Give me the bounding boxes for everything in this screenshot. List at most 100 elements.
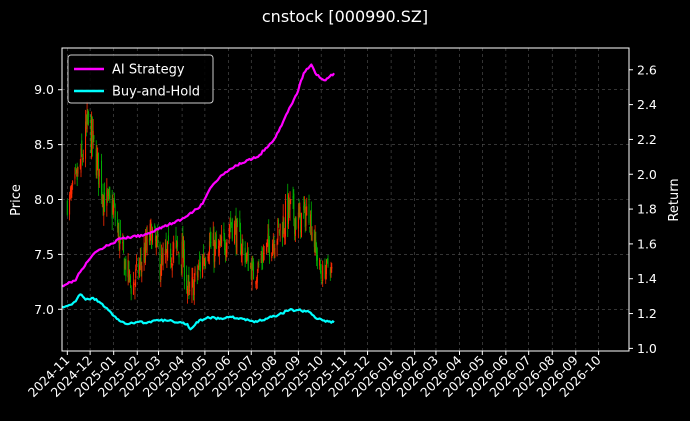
chart-title: cnstock [000990.SZ] bbox=[262, 7, 428, 26]
candle-body bbox=[267, 233, 269, 247]
candle-body bbox=[183, 243, 185, 263]
candle-body bbox=[313, 230, 315, 247]
candle-body bbox=[197, 271, 199, 278]
candle-body bbox=[244, 247, 246, 264]
candle-body bbox=[69, 191, 71, 194]
y-tick-label: 9.0 bbox=[34, 82, 54, 97]
candle-body bbox=[157, 231, 159, 247]
candle-body bbox=[256, 279, 258, 285]
candle-body bbox=[210, 241, 212, 243]
candle-body bbox=[108, 190, 110, 193]
candle-body bbox=[150, 222, 152, 231]
candle-body bbox=[230, 222, 232, 225]
y2-tick-label: 1.8 bbox=[637, 202, 657, 217]
candle-body bbox=[98, 168, 100, 177]
candle-body bbox=[237, 220, 239, 222]
candle-body bbox=[288, 199, 290, 213]
candle-body bbox=[271, 253, 273, 259]
candle-body bbox=[213, 236, 215, 263]
candle-body bbox=[300, 212, 302, 238]
candle-body bbox=[187, 280, 189, 286]
candle-body bbox=[224, 238, 226, 250]
candle-body bbox=[71, 189, 73, 194]
candle-body bbox=[298, 208, 300, 216]
candle-body bbox=[330, 267, 332, 273]
candle-body bbox=[103, 195, 105, 216]
candle-body bbox=[159, 244, 161, 276]
y2-tick-label: 1.2 bbox=[637, 306, 657, 321]
candle-body bbox=[316, 254, 318, 261]
candle-body bbox=[235, 217, 237, 248]
candle-body bbox=[164, 249, 166, 255]
candle-body bbox=[225, 249, 227, 257]
candle-body bbox=[246, 251, 248, 256]
candle-body bbox=[101, 160, 103, 196]
candle-body bbox=[149, 223, 151, 238]
candle-body bbox=[262, 252, 264, 262]
candle-body bbox=[273, 242, 275, 252]
candle-body bbox=[207, 256, 209, 258]
candle-body bbox=[75, 169, 77, 174]
candle-body bbox=[223, 229, 225, 234]
legend-label-ai-strategy: AI Strategy bbox=[112, 63, 185, 78]
candle-body bbox=[294, 218, 296, 234]
candle-body bbox=[113, 198, 115, 206]
y-left-axis: 7.0 7.5 8.0 8.5 9.0 bbox=[34, 82, 62, 317]
candle-body bbox=[119, 237, 121, 250]
candle-body bbox=[189, 289, 191, 292]
candle-body bbox=[129, 276, 131, 283]
candle-body bbox=[292, 196, 294, 199]
candle-body bbox=[77, 167, 79, 174]
candle-body bbox=[287, 192, 289, 228]
candle-body bbox=[208, 241, 210, 256]
series-line-ai-strategy bbox=[61, 63, 335, 288]
candle-body bbox=[151, 228, 153, 249]
candle-body bbox=[176, 241, 178, 248]
candle-body bbox=[186, 288, 188, 294]
candle-body bbox=[263, 253, 265, 254]
candle-body bbox=[181, 241, 183, 274]
candle-body bbox=[92, 130, 94, 137]
candle-body bbox=[325, 259, 327, 275]
candle-body bbox=[86, 110, 88, 130]
candle-body bbox=[199, 262, 201, 272]
candle-body bbox=[97, 152, 99, 185]
candle-body bbox=[122, 242, 124, 244]
candle-body bbox=[87, 113, 89, 120]
candle-body bbox=[175, 235, 177, 242]
candle-body bbox=[156, 235, 158, 239]
candle-body bbox=[325, 269, 327, 280]
candle-body bbox=[173, 242, 175, 252]
candle-body bbox=[199, 262, 201, 264]
candle-body bbox=[262, 255, 264, 264]
candle-body bbox=[304, 204, 306, 228]
candle-body bbox=[106, 189, 108, 206]
candle-body bbox=[204, 263, 206, 266]
candle-body bbox=[196, 270, 198, 276]
candle-body bbox=[118, 222, 120, 249]
candle-body bbox=[284, 200, 286, 237]
candle-body bbox=[310, 214, 312, 227]
candle-body bbox=[261, 252, 263, 262]
candle-body bbox=[229, 227, 231, 229]
candle-body bbox=[109, 194, 111, 199]
candle-body bbox=[186, 274, 188, 291]
candle-body bbox=[218, 245, 220, 249]
candle-body bbox=[91, 120, 93, 158]
candle-body bbox=[194, 268, 196, 276]
candle-body bbox=[281, 230, 283, 239]
candle-body bbox=[220, 239, 222, 246]
candle-body bbox=[79, 164, 81, 168]
candle-body bbox=[283, 221, 285, 230]
candle-body bbox=[327, 258, 329, 267]
candle-body bbox=[272, 243, 274, 256]
candle-body bbox=[268, 228, 270, 244]
candle-body bbox=[308, 204, 310, 224]
candle-body bbox=[161, 255, 163, 276]
candle-body bbox=[172, 249, 174, 260]
candle-body bbox=[202, 254, 204, 263]
candle-body bbox=[96, 153, 98, 176]
candle-body bbox=[192, 276, 194, 279]
